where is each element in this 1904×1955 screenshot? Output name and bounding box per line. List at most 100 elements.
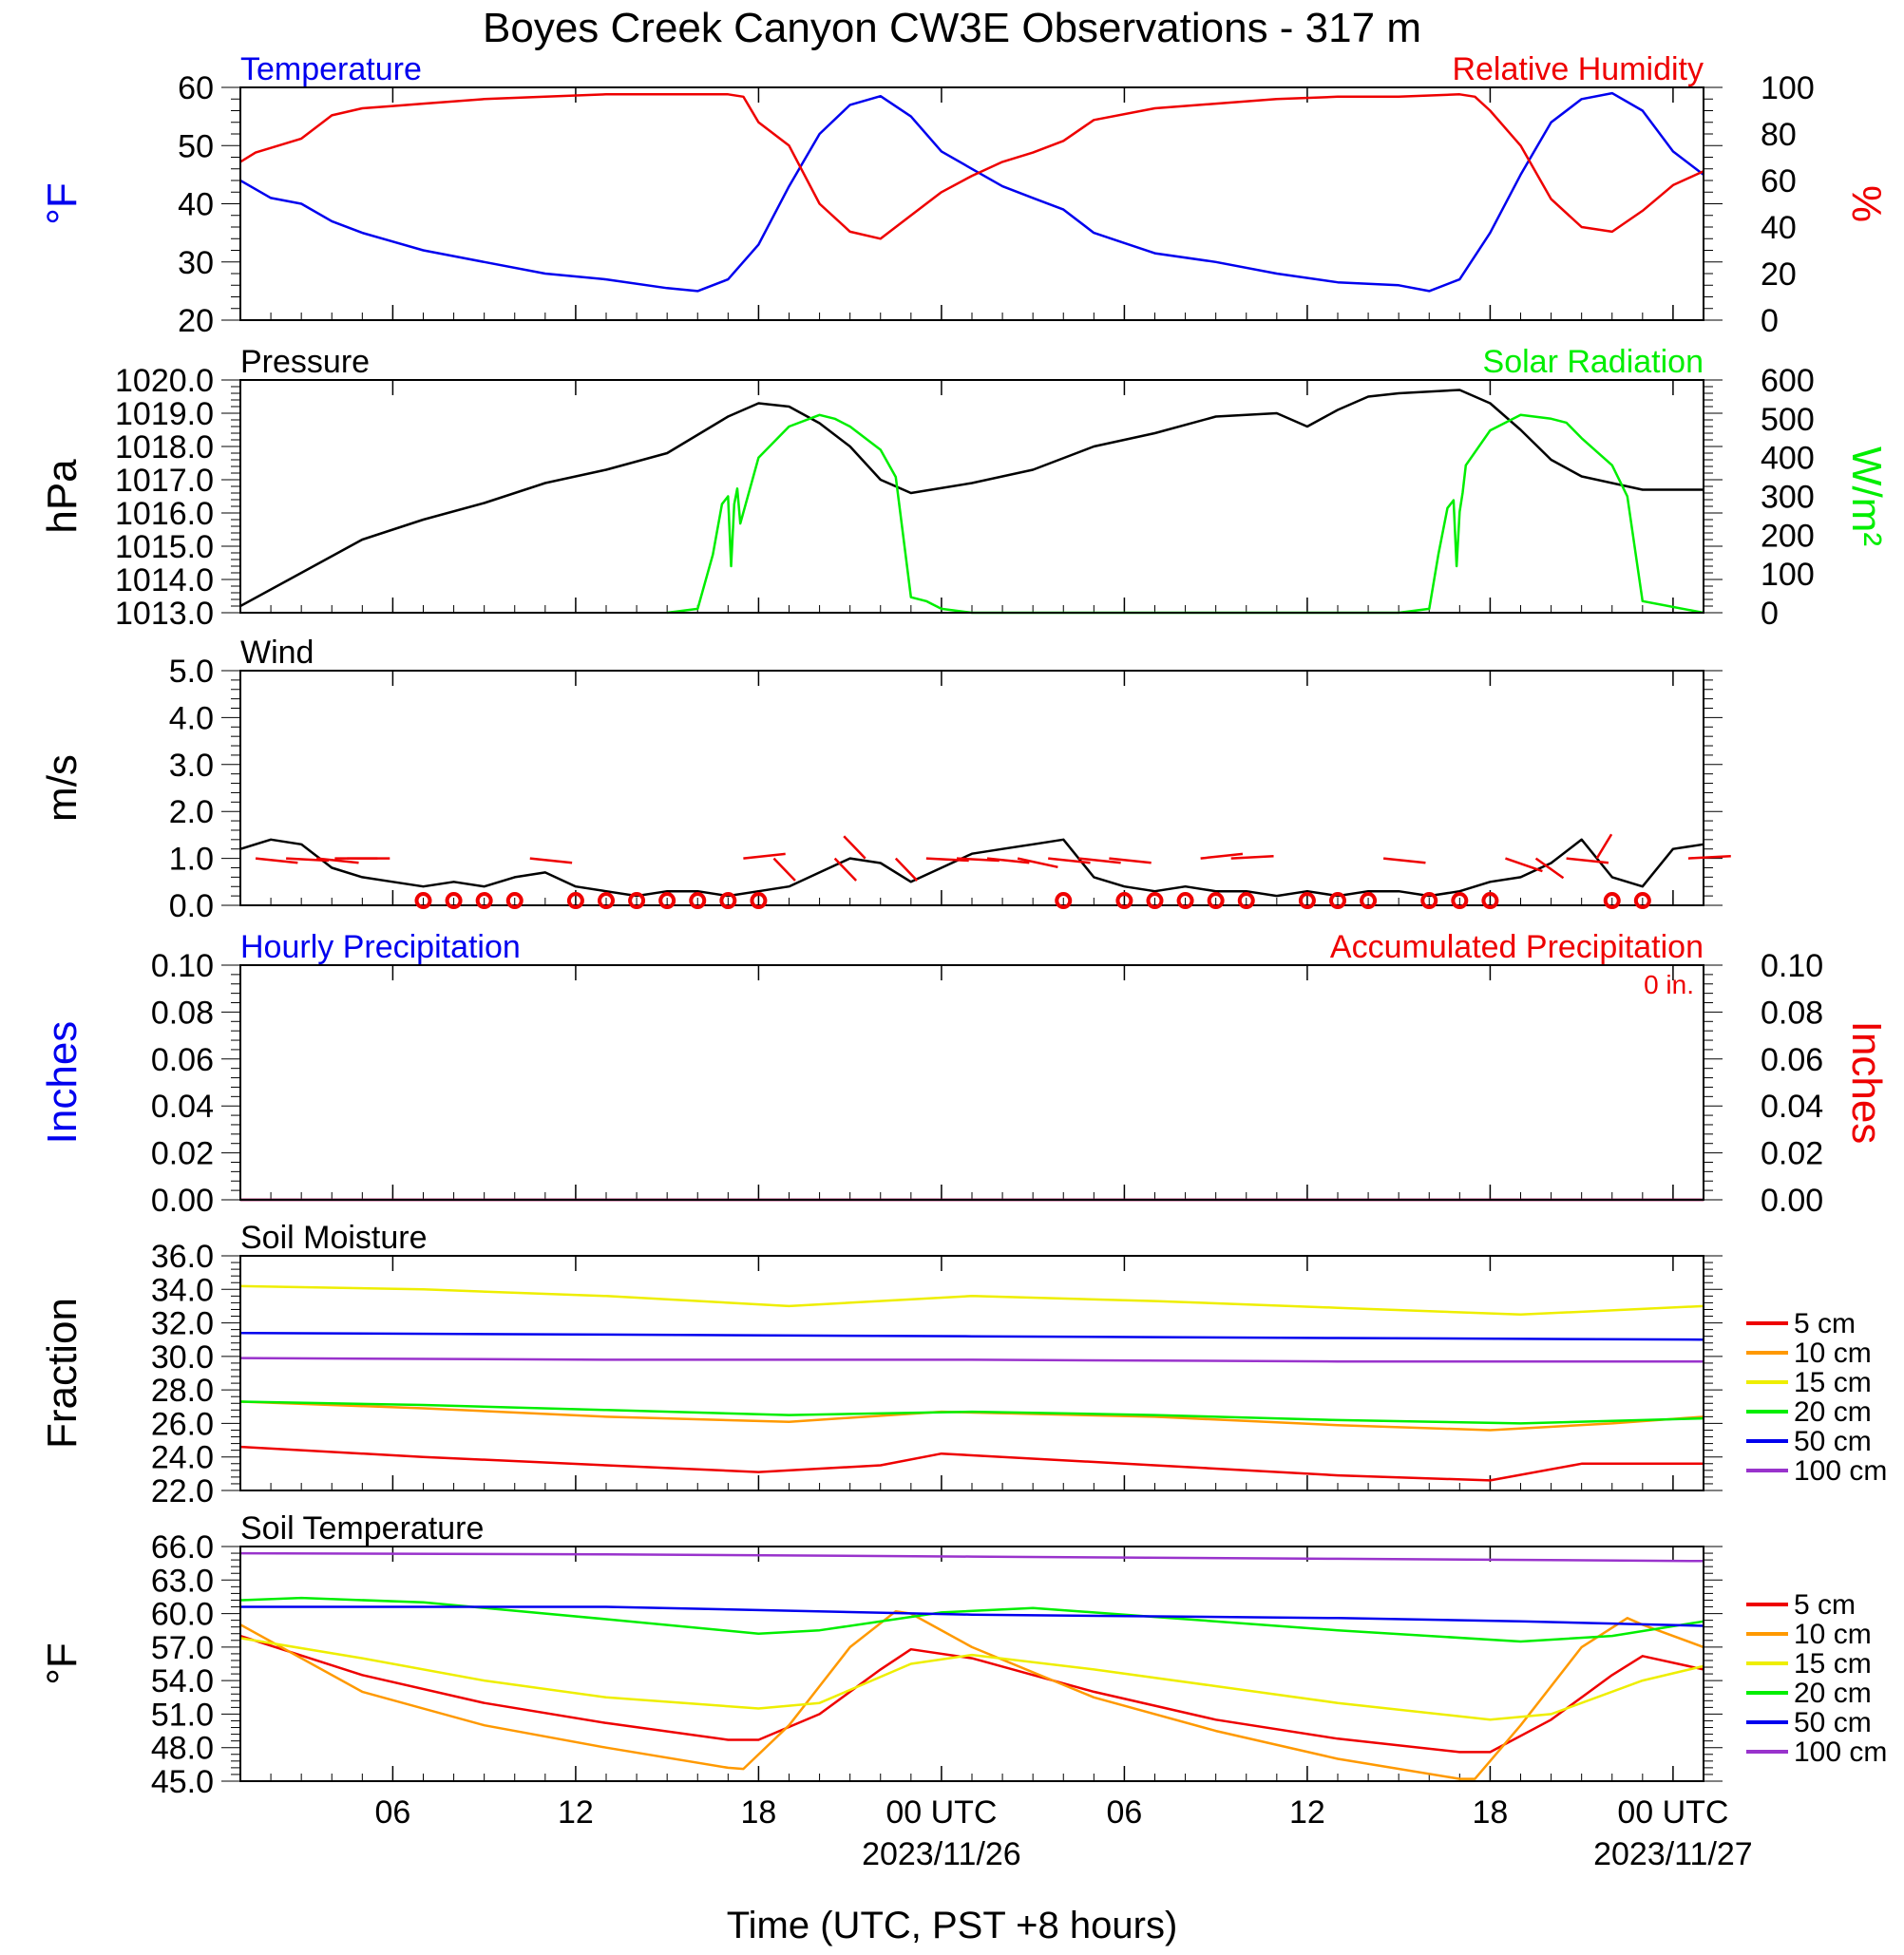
y-tick-label-left: 3.0 (169, 748, 214, 784)
y-tick-label-left: 26.0 (151, 1406, 214, 1442)
series-line-10-cm (239, 1609, 1704, 1780)
calm-wind-circle (1298, 892, 1316, 910)
y-tick-label-right: 600 (1761, 363, 1815, 399)
y-tick-label-left: 48.0 (151, 1731, 214, 1767)
calm-wind-circle (719, 892, 737, 910)
y-tick-label-left: 51.0 (151, 1697, 214, 1733)
y-tick-label-left: 20 (178, 303, 214, 339)
wind-barb (1200, 852, 1244, 860)
calm-wind-circle (658, 892, 676, 910)
panel-frame (239, 1255, 1704, 1491)
x-tick-label: 06 (375, 1794, 411, 1831)
panel-title-right: Accumulated Precipitation (1330, 929, 1704, 965)
wind-barb (255, 857, 298, 864)
y-tick-label-left: 22.0 (151, 1473, 214, 1509)
panel-precipitation: 0.10 0.08 0.06 0.04 0.02 0.00 0.10 0.08 0.06 0.04… (39, 929, 1890, 1219)
y-tick-label-right: 0.06 (1761, 1042, 1823, 1078)
legend-label: 100 cm (1794, 1737, 1887, 1768)
x-tick-label: 18 (741, 1794, 777, 1831)
y-tick-label-left: 66.0 (151, 1529, 214, 1566)
calm-wind-circle (566, 892, 584, 910)
y-tick-label-left: 40 (178, 187, 214, 223)
series-line-wind (239, 838, 1704, 898)
y-tick-label-right: 40 (1761, 210, 1797, 246)
calm-wind-circle (1451, 892, 1469, 910)
x-axis: 06 12 18 00 UTC 2023/11/26 06 12 18 00 UTC 2023/1… (375, 1794, 1753, 1872)
series-line-100-cm (239, 1551, 1704, 1563)
y-tick-label-left: 0.06 (151, 1042, 214, 1078)
y-tick-label-left: 0.08 (151, 995, 214, 1031)
y-tick-label-left: 36.0 (151, 1239, 214, 1275)
y-tick-label-left: 1013.0 (115, 596, 214, 632)
calm-wind-circle (505, 892, 524, 910)
calm-wind-circle (1633, 892, 1651, 910)
y-tick-label-left: 1016.0 (115, 496, 214, 532)
x-tick-label: 00 UTC (885, 1794, 997, 1831)
y-tick-label-right: 500 (1761, 402, 1815, 438)
wind-barb (833, 857, 858, 882)
y-tick-label-left: 57.0 (151, 1630, 214, 1666)
calm-wind-circle (689, 892, 707, 910)
y-tick-label-right: 80 (1761, 117, 1797, 153)
y-tick-label-left: 24.0 (151, 1440, 214, 1476)
wind-barb (1595, 833, 1613, 860)
panel-title-left: Temperature (240, 51, 422, 87)
panel-title-left: Hourly Precipitation (240, 929, 521, 965)
wind-barb (1109, 857, 1152, 864)
legend-label: 5 cm (1794, 1308, 1856, 1339)
wind-barb (316, 857, 359, 864)
y-tick-label-left: 30.0 (151, 1339, 214, 1376)
y-tick-label-right: 100 (1761, 70, 1815, 106)
y-tick-label-right: 20 (1761, 256, 1797, 293)
calm-wind-circle (750, 892, 768, 910)
y-tick-label-left: 50 (178, 128, 214, 164)
y-tick-label-left: 0.00 (151, 1183, 214, 1219)
y-tick-label-right: 0.08 (1761, 995, 1823, 1031)
series-line-100-cm (239, 1357, 1704, 1363)
calm-wind-circle (628, 892, 646, 910)
series-line-15-cm (239, 1284, 1704, 1317)
series-line-solar-radiation (667, 413, 1704, 615)
legend-label: 20 cm (1794, 1396, 1872, 1428)
panel-frame (239, 86, 1704, 321)
y-axis-label-right: Inches (1843, 1021, 1890, 1145)
y-tick-label-left: 0.04 (151, 1089, 214, 1125)
calm-wind-circle (598, 892, 615, 910)
y-tick-label-left: 1015.0 (115, 529, 214, 565)
calm-wind-circle (1176, 892, 1194, 910)
legend-label: 20 cm (1794, 1678, 1872, 1709)
y-tick-label-left: 30 (178, 245, 214, 281)
y-tick-label-left: 2.0 (169, 794, 214, 830)
calm-wind-circle (1237, 892, 1255, 910)
wind-barb (1230, 854, 1274, 860)
chart-title: Boyes Creek Canyon CW3E Observations - 3… (483, 5, 1421, 51)
wind-barb (1382, 857, 1426, 864)
y-axis-label-left: Fraction (39, 1298, 86, 1449)
wind-barb (894, 857, 919, 882)
series-line-50-cm (240, 1605, 1704, 1627)
calm-wind-circle (1115, 892, 1133, 910)
calm-wind-circle (475, 892, 493, 910)
y-tick-label-left: 0.10 (151, 948, 214, 984)
wind-barb (956, 857, 1000, 863)
accumulated-total-label: 0 in. (1644, 970, 1694, 999)
wind-barb (1078, 857, 1121, 864)
x-tick-label: 12 (558, 1794, 594, 1831)
y-tick-label-left: 1.0 (169, 842, 214, 878)
y-tick-label-left: 54.0 (151, 1663, 214, 1699)
series-line-20-cm (239, 1596, 1704, 1643)
panel-title-right: Solar Radiation (1483, 344, 1704, 380)
y-tick-label-right: 0.04 (1761, 1089, 1823, 1125)
wind-barb (1687, 854, 1731, 860)
wind-barb (1566, 857, 1609, 864)
y-tick-label-left: 63.0 (151, 1563, 214, 1599)
y-tick-label-left: 1018.0 (115, 429, 214, 465)
y-tick-label-right: 60 (1761, 163, 1797, 199)
y-tick-label-left: 1019.0 (115, 396, 214, 432)
y-tick-label-right: 0 (1761, 596, 1779, 632)
legend-label: 10 cm (1794, 1338, 1872, 1369)
panel-title-left: Soil Temperature (240, 1510, 484, 1547)
series-line-50-cm (239, 1331, 1704, 1341)
